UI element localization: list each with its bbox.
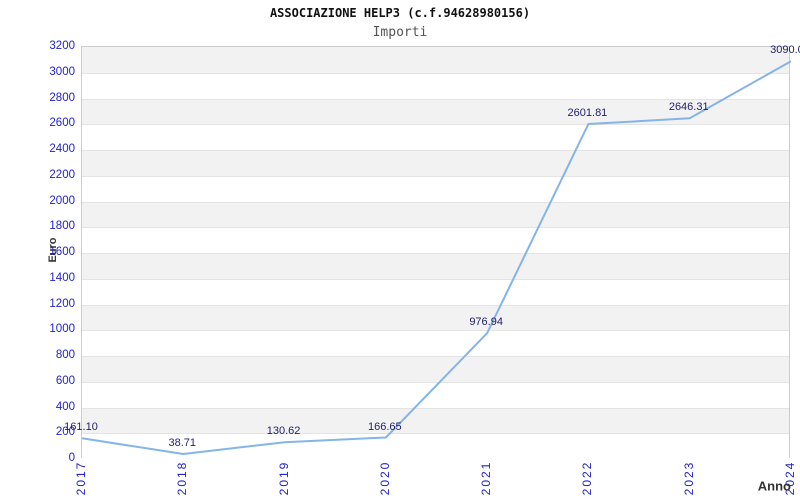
grid-line	[82, 124, 789, 126]
y-tick-label: 2200	[49, 168, 75, 181]
grid-band	[82, 330, 789, 356]
y-tick-label: 2600	[49, 117, 75, 130]
y-tick-label: 1000	[49, 323, 75, 336]
grid-line	[82, 304, 789, 306]
data-point-label: 166.65	[368, 420, 402, 433]
data-point-label: 130.62	[266, 425, 301, 438]
x-tick-label: 2017	[74, 460, 88, 496]
grid-line	[82, 253, 789, 254]
y-tick-label: 600	[55, 374, 75, 387]
grid-line	[82, 227, 789, 229]
chart-title: ASSOCIAZIONE HELP3 (c.f.94628980156)	[269, 6, 531, 20]
data-point-label: 3090.00	[770, 44, 800, 57]
grid-line	[82, 356, 789, 357]
x-tick-label: 2018	[175, 460, 190, 496]
grid-band	[82, 72, 789, 99]
x-tick-label: 2021	[479, 460, 494, 496]
x-axis-title: Anno	[757, 478, 791, 494]
grid-band	[82, 278, 789, 305]
x-tick-label: 2020	[377, 460, 392, 496]
line-series	[82, 60, 791, 455]
grid-band	[82, 304, 789, 331]
grid-band	[82, 407, 789, 434]
data-point-label: 38.71	[168, 437, 197, 450]
grid-line	[82, 98, 789, 100]
grid-band	[82, 227, 789, 253]
y-tick-label: 200	[55, 426, 75, 439]
y-axis-title: Euro	[47, 237, 59, 263]
grid-line	[82, 72, 789, 74]
x-tick-label: 2022	[580, 460, 595, 496]
y-tick-label: 0	[68, 452, 75, 464]
y-tick-label: 3200	[49, 40, 75, 52]
data-point-label: 2646.31	[668, 101, 709, 114]
grid-band	[82, 47, 789, 73]
y-tick-label: 2800	[49, 91, 75, 104]
y-tick-label: 1800	[49, 220, 75, 233]
y-tick-label: 2000	[49, 194, 75, 207]
y-tick-label: 1600	[49, 246, 75, 258]
grid-band	[82, 356, 789, 382]
grid-line	[82, 201, 789, 203]
data-point-label: 976.94	[469, 316, 503, 329]
grid-line	[82, 407, 789, 409]
plot-area	[81, 46, 791, 459]
grid-band	[82, 253, 789, 279]
grid-line	[82, 330, 789, 332]
y-tick-label: 1400	[49, 271, 75, 284]
grid-line	[82, 150, 789, 151]
chart-subtitle: Importi	[372, 25, 428, 40]
x-tick-label: 2019	[276, 460, 291, 496]
data-point-label: 2601.81	[567, 107, 608, 120]
data-point-label: 161.10	[64, 421, 98, 434]
y-tick-label: 3000	[49, 65, 75, 78]
grid-band	[82, 201, 789, 228]
grid-band	[82, 175, 789, 202]
grid-band	[82, 124, 789, 150]
grid-band	[82, 150, 789, 176]
grid-line	[82, 433, 789, 435]
grid-band	[82, 433, 789, 459]
grid-line	[82, 381, 789, 383]
grid-line	[82, 278, 789, 280]
y-tick-label: 1200	[49, 297, 75, 310]
y-tick-label: 2400	[49, 143, 75, 155]
y-tick-label: 800	[55, 349, 75, 361]
y-tick-label: 400	[55, 400, 75, 413]
grid-line	[82, 175, 789, 177]
x-tick-label: 2023	[681, 460, 696, 496]
